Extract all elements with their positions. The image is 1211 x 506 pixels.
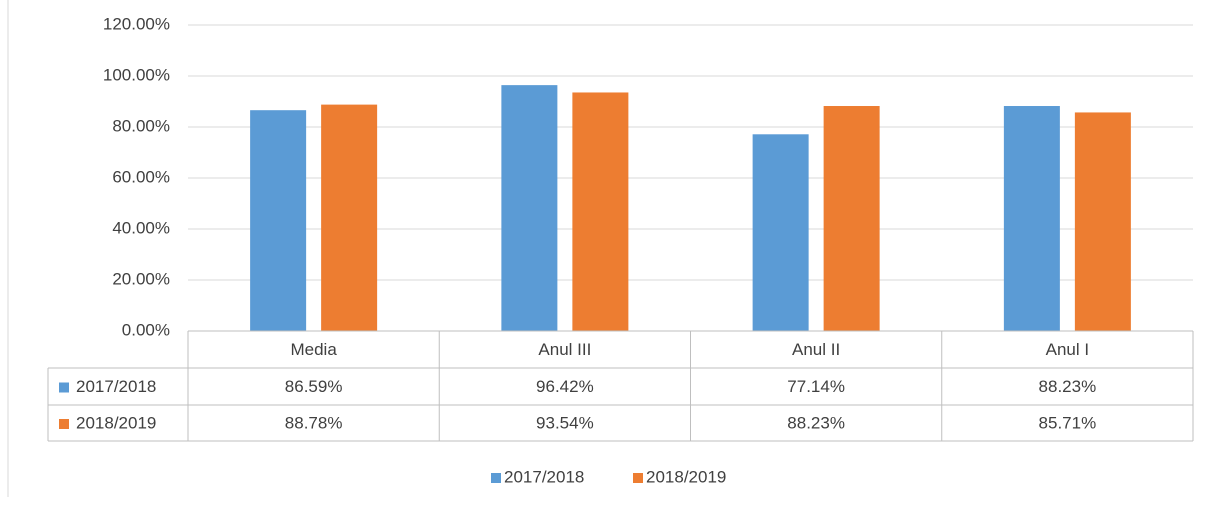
bar: [752, 134, 809, 331]
y-tick-label: 80.00%: [112, 116, 170, 135]
table-cell: 88.78%: [285, 413, 343, 432]
table-cell: 96.42%: [536, 377, 594, 396]
bar: [1074, 112, 1131, 331]
y-tick-label: 40.00%: [112, 218, 170, 237]
legend-label: 2018/2019: [646, 467, 726, 486]
table-row-header: 2017/2018: [76, 377, 156, 396]
bar: [250, 110, 307, 332]
legend-label: 2017/2018: [504, 467, 584, 486]
x-tick-label: Anul II: [792, 340, 840, 359]
bar: [1003, 106, 1060, 332]
x-tick-label: Media: [290, 340, 337, 359]
table-cell: 88.23%: [787, 413, 845, 432]
y-tick-label: 100.00%: [103, 65, 170, 84]
table-cell: 93.54%: [536, 413, 594, 432]
bar: [501, 85, 558, 331]
table-legend-key: [59, 382, 69, 393]
y-tick-label: 20.00%: [112, 269, 170, 288]
table-cell: 85.71%: [1039, 413, 1097, 432]
bar: [572, 92, 629, 332]
y-tick-label: 60.00%: [112, 167, 170, 186]
x-tick-label: Anul I: [1046, 340, 1089, 359]
y-tick-label: 120.00%: [103, 14, 170, 33]
table-legend-key: [59, 419, 69, 429]
bar: [823, 106, 880, 332]
legend-key: [491, 473, 501, 483]
table-cell: 77.14%: [787, 377, 845, 396]
bar: [321, 104, 378, 332]
y-tick-label: 0.00%: [122, 320, 170, 339]
table-cell: 88.23%: [1039, 377, 1097, 396]
legend-key: [633, 473, 643, 483]
x-tick-label: Anul III: [538, 340, 591, 359]
table-cell: 86.59%: [285, 377, 343, 396]
table-row-header: 2018/2019: [76, 413, 156, 432]
